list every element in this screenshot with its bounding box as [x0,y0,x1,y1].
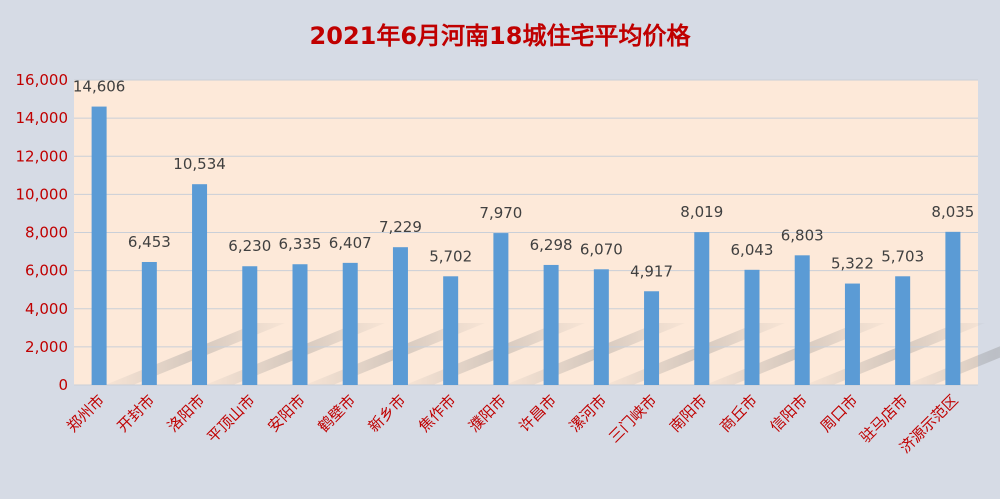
value-label: 6,407 [329,234,372,252]
bar [593,269,609,385]
value-label: 14,606 [73,78,126,96]
value-label: 10,534 [173,155,226,173]
value-label: 5,322 [831,255,874,273]
value-label: 6,298 [530,236,573,254]
value-label: 4,917 [630,262,673,280]
y-tick-label: 6,000 [25,262,68,280]
bar [744,269,760,385]
bar [141,261,157,385]
y-tick-label: 0 [58,376,68,394]
bar [644,291,660,385]
bar [392,247,408,385]
x-category-label: 新乡市 [365,391,410,436]
bars [91,106,961,386]
x-category-label: 南阳市 [666,391,711,436]
x-category-label: 洛阳市 [164,391,209,436]
value-label: 7,970 [479,204,522,222]
gridlines [74,79,978,386]
bar [543,264,559,385]
value-label: 6,335 [279,235,322,253]
x-category-label: 商丘市 [716,391,761,436]
bar [694,232,710,385]
x-category-label: 郑州市 [63,391,108,436]
bar [895,276,911,385]
value-label: 8,035 [931,203,974,221]
x-category-label: 平顶山市 [203,391,258,446]
bar [493,233,509,385]
bar [342,262,358,385]
y-tick-label: 12,000 [16,147,69,165]
x-category-label: 开封市 [114,391,159,436]
bar [292,264,308,385]
value-label: 6,070 [580,240,623,258]
bar [844,283,860,385]
bar [242,266,258,385]
x-category-label: 周口市 [817,391,862,436]
y-tick-label: 10,000 [16,185,69,203]
value-label: 8,019 [680,203,723,221]
x-category-label: 许昌市 [515,391,560,436]
y-tick-label: 14,000 [16,109,69,127]
value-labels: 14,606 6,453 10,534 6,230 6,335 6,407 7,229 5,7… [73,78,975,281]
bar [192,184,208,385]
y-axis-tick-labels: 0 2,000 4,000 6,000 8,000 10,000 12,000 14,000 1… [16,71,69,394]
y-tick-label: 8,000 [25,224,68,242]
y-tick-label: 2,000 [25,338,68,356]
value-label: 6,453 [128,233,171,251]
value-label: 5,702 [429,247,472,265]
x-category-label: 安阳市 [264,391,309,436]
y-tick-label: 4,000 [25,300,68,318]
bar [91,106,107,386]
value-label: 6,230 [228,237,271,255]
bar [443,276,459,385]
x-category-label: 鹤壁市 [314,391,359,436]
bar [945,231,961,385]
x-category-label: 焦作市 [415,391,460,436]
value-label: 7,229 [379,218,422,236]
x-category-label: 濮阳市 [465,391,510,436]
value-label: 6,043 [731,241,774,259]
y-tick-label: 16,000 [16,71,69,89]
value-label: 6,803 [781,226,824,244]
x-category-label: 信阳市 [766,391,811,436]
chart-title: 2021年6月河南18城住宅平均价格 [310,22,692,50]
bar [794,255,810,385]
x-category-label: 漯河市 [566,391,611,436]
x-category-label: 三门峡市 [605,391,660,446]
value-label: 5,703 [881,247,924,265]
